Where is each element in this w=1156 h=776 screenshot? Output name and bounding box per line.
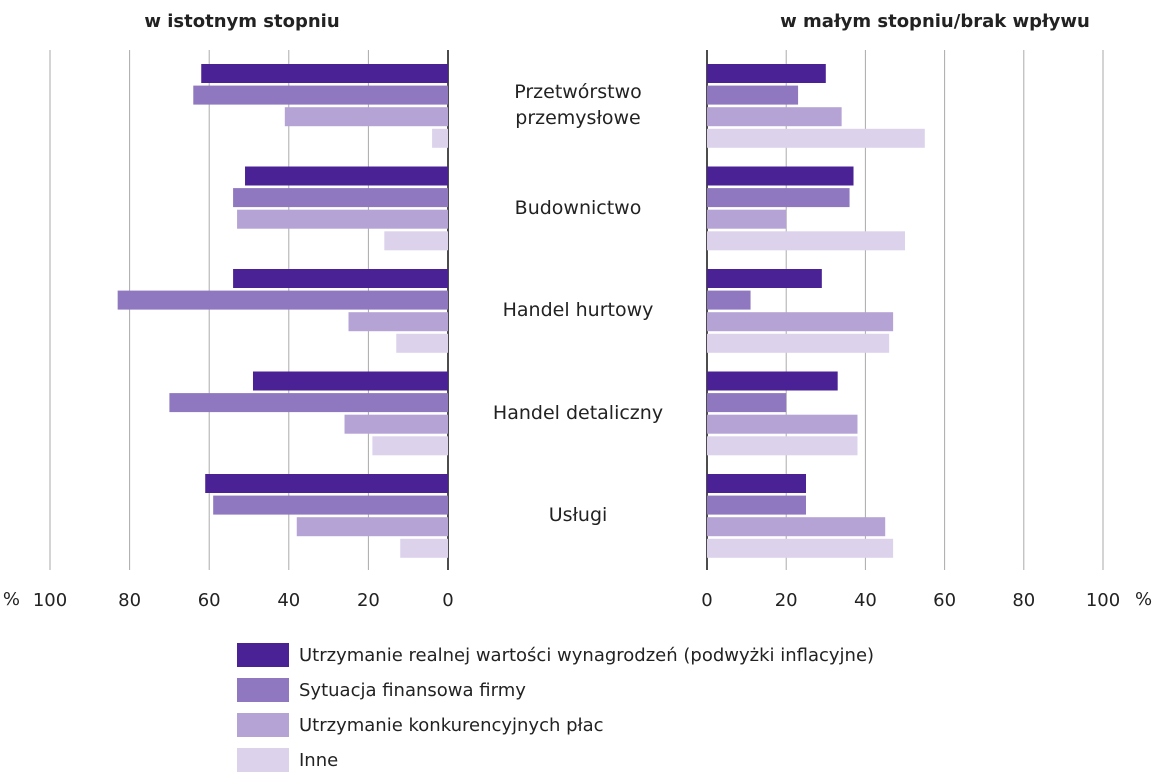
bar bbox=[252, 371, 448, 391]
x-tick-label: 80 bbox=[118, 590, 141, 611]
bar bbox=[348, 312, 448, 332]
x-tick-label: 80 bbox=[1012, 590, 1035, 611]
category-label: Handel hurtowy bbox=[502, 299, 654, 321]
category-label: Usługi bbox=[548, 504, 608, 526]
x-tick-label: 100 bbox=[33, 590, 67, 611]
legend-label: Sytuacja finansowa firmy bbox=[299, 680, 526, 701]
category-label: Budownictwo bbox=[514, 196, 642, 219]
bar bbox=[707, 436, 858, 456]
bar bbox=[707, 85, 799, 105]
bar bbox=[707, 538, 894, 558]
bar bbox=[169, 393, 448, 413]
x-tick-label: 20 bbox=[775, 590, 798, 611]
legend-swatch bbox=[237, 748, 289, 772]
bar bbox=[233, 188, 448, 208]
bar bbox=[245, 166, 448, 186]
bar bbox=[233, 269, 448, 288]
bar bbox=[707, 188, 850, 208]
bar bbox=[296, 517, 448, 537]
bar bbox=[707, 495, 806, 515]
bar bbox=[707, 312, 894, 332]
bar bbox=[117, 290, 448, 310]
legend-label: Utrzymanie realnej wartości wynagrodzeń … bbox=[299, 645, 874, 666]
bar bbox=[237, 209, 448, 229]
x-tick-label: 100 bbox=[1086, 590, 1120, 611]
bar bbox=[707, 231, 905, 251]
bar bbox=[432, 128, 448, 148]
legend-label: Utrzymanie konkurencyjnych płac bbox=[299, 715, 604, 736]
bar bbox=[707, 107, 842, 127]
bar bbox=[707, 474, 806, 493]
x-tick-label: 0 bbox=[701, 590, 712, 611]
bar bbox=[384, 231, 448, 251]
bar bbox=[707, 64, 826, 83]
legend-swatch bbox=[237, 643, 289, 667]
legend-label: Inne bbox=[299, 750, 338, 771]
bar bbox=[707, 128, 925, 148]
bar bbox=[213, 495, 448, 515]
bar bbox=[396, 333, 448, 353]
bar bbox=[201, 64, 448, 83]
legend-swatch bbox=[237, 678, 289, 702]
bar bbox=[707, 414, 858, 434]
panel-title: w istotnym stopniu bbox=[144, 11, 339, 32]
bar bbox=[284, 107, 448, 127]
bar bbox=[205, 474, 448, 493]
bar bbox=[707, 517, 886, 537]
bar bbox=[707, 393, 787, 413]
legend-swatch bbox=[237, 713, 289, 737]
bar bbox=[400, 538, 448, 558]
x-tick-label: 40 bbox=[277, 590, 300, 611]
bar bbox=[372, 436, 448, 456]
unit-label: % bbox=[3, 589, 20, 610]
x-tick-label: 60 bbox=[198, 590, 221, 611]
unit-label: % bbox=[1135, 589, 1152, 610]
x-tick-label: 0 bbox=[442, 590, 453, 611]
panel-title: w małym stopniu/brak wpływu bbox=[780, 11, 1090, 32]
bar bbox=[707, 269, 822, 288]
x-tick-label: 20 bbox=[357, 590, 380, 611]
bar bbox=[193, 85, 448, 105]
category-label: Przetwórstwo przemysłowe bbox=[514, 81, 642, 129]
bar bbox=[344, 414, 448, 434]
x-tick-label: 40 bbox=[854, 590, 877, 611]
x-tick-label: 60 bbox=[933, 590, 956, 611]
bar bbox=[707, 371, 838, 391]
bar bbox=[707, 209, 787, 229]
bar bbox=[707, 333, 890, 353]
bar bbox=[707, 166, 854, 186]
bar bbox=[707, 290, 751, 310]
category-label: Handel detaliczny bbox=[492, 401, 664, 424]
